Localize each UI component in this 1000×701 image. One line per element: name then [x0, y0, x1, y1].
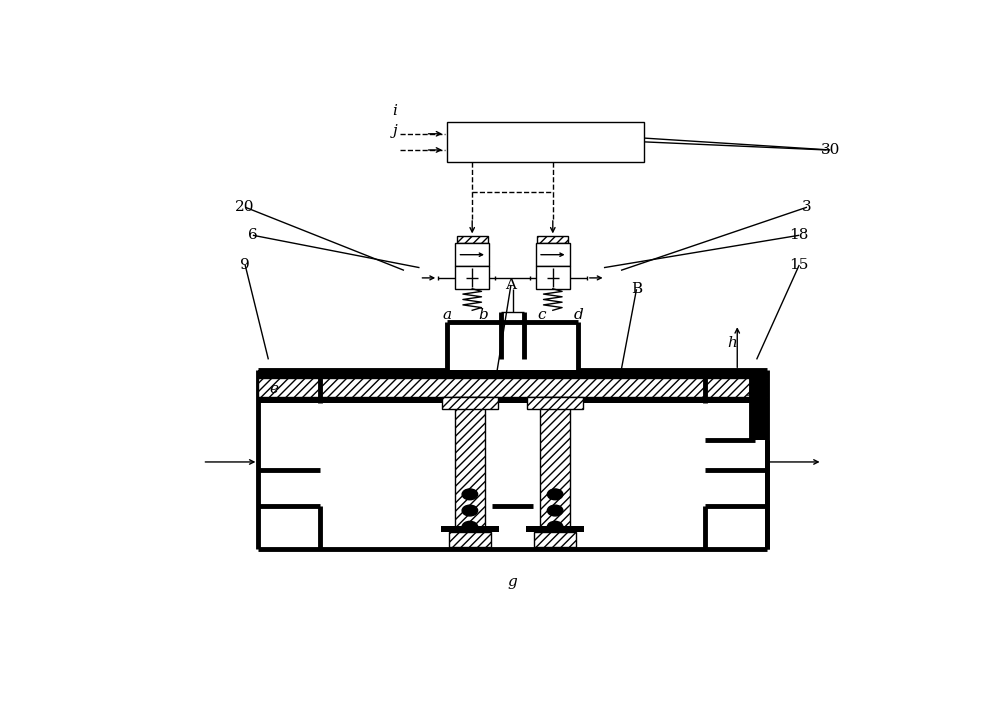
Text: c: c — [537, 308, 545, 322]
Text: 6: 6 — [248, 229, 258, 243]
Bar — [258, 370, 767, 379]
Bar — [534, 531, 576, 547]
Text: e: e — [269, 382, 278, 396]
Bar — [441, 526, 499, 531]
Text: d: d — [574, 308, 583, 322]
Text: j: j — [392, 124, 397, 138]
Text: 9: 9 — [240, 258, 250, 272]
Bar — [526, 526, 584, 531]
Bar — [449, 531, 491, 547]
Bar — [455, 266, 489, 289]
Circle shape — [462, 522, 478, 532]
Text: 20: 20 — [235, 200, 255, 215]
Circle shape — [547, 505, 563, 516]
Bar — [455, 243, 489, 266]
Circle shape — [462, 505, 478, 516]
Bar — [536, 266, 570, 289]
Text: a: a — [442, 308, 451, 322]
Bar — [258, 379, 767, 397]
Bar — [442, 397, 498, 409]
Text: A: A — [505, 278, 516, 292]
Bar — [537, 236, 568, 243]
Text: h: h — [727, 336, 737, 350]
Bar — [457, 236, 488, 243]
Bar — [258, 397, 767, 402]
Text: f: f — [748, 382, 754, 396]
Circle shape — [547, 522, 563, 532]
Circle shape — [547, 489, 563, 500]
Circle shape — [462, 489, 478, 500]
Text: 3: 3 — [802, 200, 812, 215]
Text: i: i — [392, 104, 397, 118]
Text: 15: 15 — [790, 258, 809, 272]
Text: b: b — [478, 308, 488, 322]
Bar — [447, 122, 644, 163]
Bar — [536, 243, 570, 266]
Bar — [751, 370, 767, 440]
Text: g: g — [508, 575, 517, 589]
Bar — [455, 397, 485, 547]
Text: 18: 18 — [790, 229, 809, 243]
Text: B: B — [631, 283, 642, 297]
Text: 30: 30 — [821, 143, 840, 157]
Bar — [540, 397, 570, 547]
Bar — [527, 397, 583, 409]
